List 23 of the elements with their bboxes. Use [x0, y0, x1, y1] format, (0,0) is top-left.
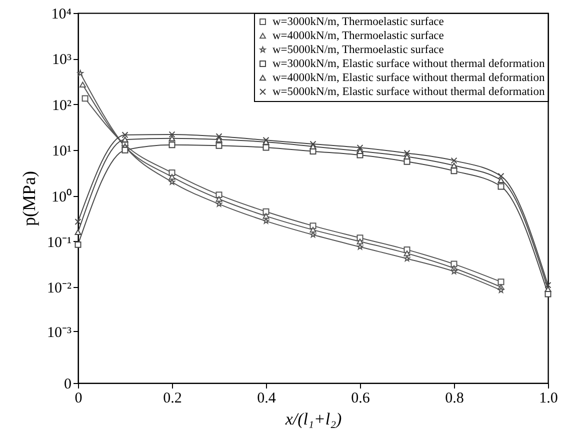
x-axis-title: x/(l₁+l₂) — [284, 410, 342, 428]
y-tick-label: 10⁻³ — [47, 324, 72, 341]
x-tick-label: 0.2 — [163, 390, 182, 406]
legend-label: w=3000kN/m, Thermoelastic surface — [272, 16, 444, 28]
y-tick-label: 10³ — [52, 52, 72, 68]
legend-label: w=4000kN/m, Thermoelastic surface — [272, 30, 444, 42]
legend-label: w=5000kN/m, Elastic surface without thermal deformation — [272, 86, 545, 98]
y-axis-title: p(MPa) — [19, 171, 40, 226]
x-tick-label: 0 — [74, 390, 82, 406]
y-tick-label: 10² — [52, 98, 72, 114]
legend-label: w=4000kN/m, Elastic surface without thermal deformation — [272, 72, 545, 84]
y-tick-label: 10⁰ — [52, 188, 72, 206]
y-tick-label: 0 — [64, 376, 72, 392]
y-tick-label: 10⁴ — [51, 6, 72, 22]
legend-label: w=5000kN/m, Thermoelastic surface — [272, 44, 444, 56]
x-tick-label: 0.8 — [445, 390, 464, 406]
y-tick-label: 10⁻¹ — [47, 234, 72, 251]
y-tick-label: 10⁻² — [47, 280, 72, 297]
x-tick-label: 0.4 — [257, 390, 276, 406]
y-tick-label: 10¹ — [52, 144, 72, 160]
x-tick-label: 1.0 — [539, 390, 558, 406]
x-tick-label: 0.6 — [351, 390, 370, 406]
legend-label: w=3000kN/m, Elastic surface without thermal deformation — [272, 58, 545, 70]
